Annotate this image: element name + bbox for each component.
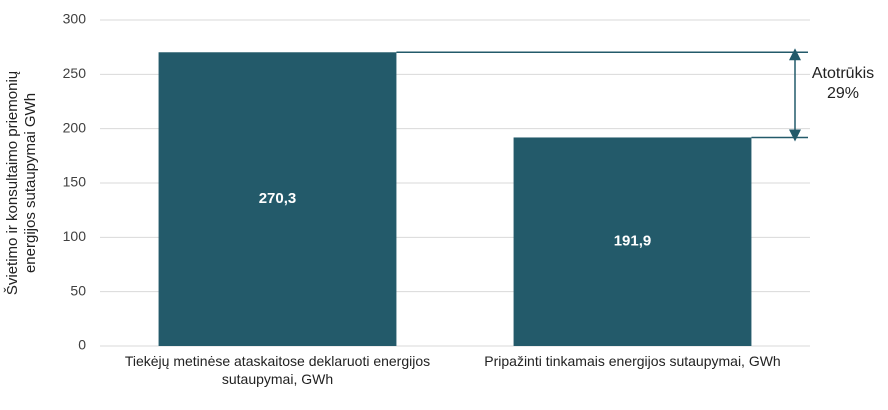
y-axis-label: Švietimo ir konsultaimo priemoniųenergij… — [4, 71, 39, 295]
x-tick-label: Pripažinti tinkamais energijos sutaupyma… — [484, 353, 781, 369]
y-axis-label-line: Švietimo ir konsultaimo priemonių — [4, 71, 21, 295]
gap-annotation: Atotrūkis 29% — [811, 65, 875, 102]
y-tick-label: 250 — [63, 65, 87, 81]
bar — [158, 52, 397, 347]
y-tick-label: 150 — [63, 174, 87, 190]
value-label: 270,3 — [259, 190, 297, 207]
y-axis-label-line: energijos sutaupymai GWh — [22, 93, 39, 273]
bar — [513, 137, 752, 346]
y-tick-label: 50 — [70, 282, 86, 298]
x-tick-label: Tiekėjų metinėse ataskaitose deklaruoti … — [124, 353, 431, 387]
y-tick-label: 0 — [78, 337, 86, 353]
y-tick-label: 300 — [63, 11, 87, 27]
y-tick-label: 100 — [63, 228, 87, 244]
y-tick-label: 200 — [63, 119, 87, 135]
value-label: 191,9 — [614, 233, 652, 250]
